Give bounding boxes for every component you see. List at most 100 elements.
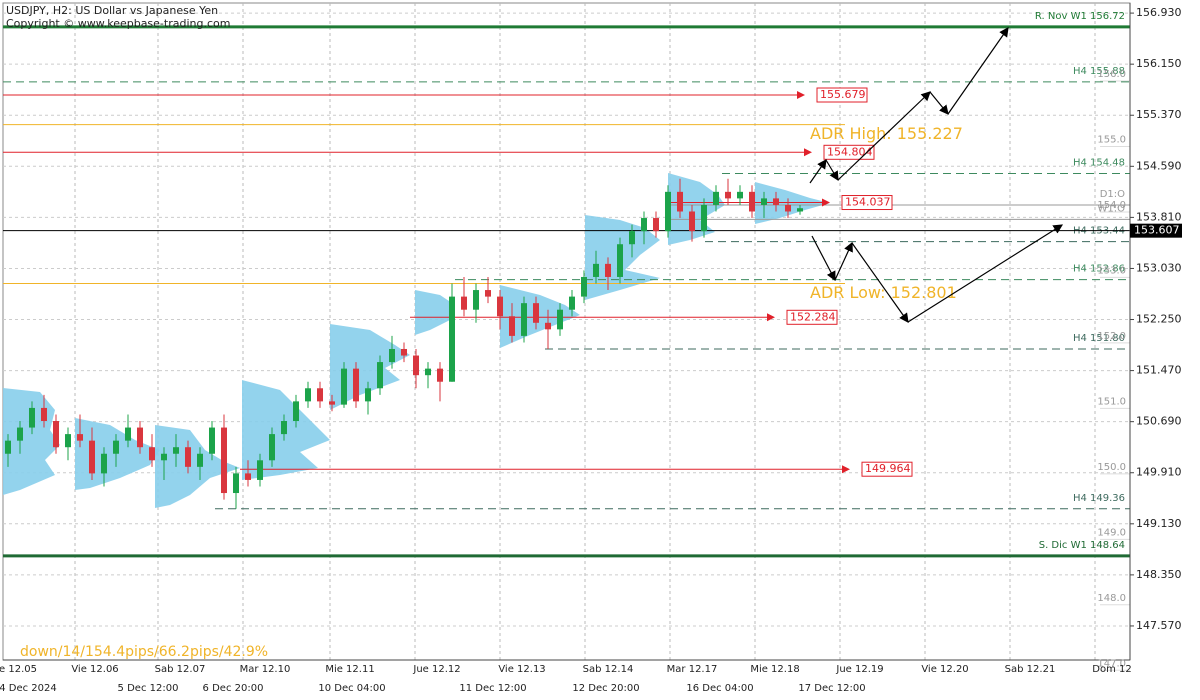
level-label: H4 152.86	[1073, 264, 1125, 275]
y-tick-label: 151.470	[1136, 364, 1182, 377]
candle-body	[281, 421, 287, 435]
candle-body	[137, 427, 143, 448]
x-date-label: 17 Dec 12:00	[798, 683, 865, 694]
last-price-label: 153.607	[1134, 224, 1180, 237]
candles	[5, 178, 803, 509]
candle-body	[317, 388, 323, 402]
x-tick-label: Dom 12	[1092, 664, 1131, 675]
volume-profiles	[3, 173, 830, 508]
projection-arrow	[929, 91, 949, 115]
volume-profile	[668, 173, 725, 245]
candle-body	[365, 388, 371, 402]
target-box	[816, 87, 868, 103]
candle-body	[545, 322, 551, 330]
x-date-label: 5 Dec 12:00	[118, 683, 179, 694]
volume-profile	[500, 285, 580, 348]
x-tick-label: Vie 12.13	[498, 664, 545, 675]
candle-body	[5, 440, 11, 454]
target-label: 152.284	[790, 310, 836, 323]
x-tick-label: Jue 12.19	[835, 664, 883, 675]
candle-body	[401, 348, 407, 356]
projection-arrow	[851, 242, 909, 323]
candle-body	[485, 290, 491, 297]
copyright: Copyright © www.keepbase-trading.com	[6, 17, 230, 30]
y-tick-label: 153.810	[1136, 210, 1182, 223]
x-tick-label: Sab 12.14	[583, 664, 634, 675]
candle-body	[209, 427, 215, 454]
level-label: H4 151.80	[1073, 333, 1125, 344]
candle-body	[653, 218, 659, 232]
round-level-label: 148.0	[1097, 593, 1126, 604]
candle-body	[593, 263, 599, 277]
x-tick-label: Mar 12.10	[240, 664, 291, 675]
projection-arrow	[809, 159, 827, 184]
y-tick-label: 154.590	[1136, 159, 1182, 172]
candle-body	[173, 447, 179, 454]
candle-body	[233, 473, 239, 494]
x-tick-label: Vie 12.20	[921, 664, 968, 675]
candle-body	[737, 191, 743, 199]
x-date-label: 12 Dec 20:00	[572, 683, 639, 694]
projection-arrow	[825, 159, 839, 182]
candle-body	[497, 296, 503, 317]
candle-body	[749, 191, 755, 212]
candle-body	[221, 427, 227, 494]
candle-body	[413, 355, 419, 376]
candle-body	[605, 263, 611, 277]
x-tick-label: Mar 12.17	[667, 664, 718, 675]
projection-arrow	[947, 27, 1009, 115]
candle-body	[329, 401, 335, 405]
candle-body	[677, 191, 683, 212]
candle-body	[797, 208, 803, 212]
target-label: 149.964	[865, 462, 911, 475]
x-tick-label: Vie 12.06	[71, 664, 118, 675]
y-tick-label: 150.690	[1136, 415, 1182, 428]
candle-body	[761, 198, 767, 205]
y-tick-label: 147.570	[1136, 619, 1182, 632]
candle-body	[437, 368, 443, 382]
candle-body	[353, 368, 359, 402]
candle-body	[41, 407, 47, 422]
level-label: D1:O	[1100, 189, 1125, 200]
x-tick-label: Mie 12.11	[325, 664, 374, 675]
target-arrowhead	[797, 91, 805, 100]
target-box	[841, 195, 893, 211]
candle-body	[509, 316, 515, 336]
target-box	[823, 144, 875, 160]
candle-body	[473, 290, 479, 310]
candle-body	[725, 191, 731, 199]
round-level-label: 156.0	[1097, 69, 1126, 80]
candle-body	[269, 434, 275, 461]
level-label: R. Nov W1 156.72	[1035, 11, 1125, 22]
adr-label: ADR Low: 152.801	[810, 283, 957, 302]
round-level-label: 152.0	[1097, 331, 1126, 342]
candle-body	[125, 427, 131, 441]
y-tick-label: 156.150	[1136, 57, 1182, 70]
round-level-label: 153.0	[1097, 265, 1126, 276]
projection-arrow	[811, 235, 836, 282]
candle-body	[377, 362, 383, 389]
candle-body	[197, 453, 203, 467]
candle-body	[113, 440, 119, 454]
chart-title: USDJPY, H2: US Dollar vs Japanese Yen	[6, 4, 218, 17]
candle-body	[101, 453, 107, 474]
y-tick-label: 156.930	[1136, 6, 1182, 19]
x-tick-label: Mie 12.18	[750, 664, 799, 675]
target-arrowhead	[804, 148, 812, 157]
candle-body	[773, 198, 779, 205]
level-label: H4 154.48	[1073, 158, 1125, 169]
x-date-label: 11 Dec 12:00	[459, 683, 526, 694]
x-tick-label: Sab 12.21	[1005, 664, 1056, 675]
candle-body	[785, 204, 791, 212]
candle-body	[533, 303, 539, 323]
candle-body	[521, 303, 527, 336]
candle-body	[461, 296, 467, 310]
last-price-box	[1130, 223, 1182, 238]
candle-body	[341, 368, 347, 405]
projection-arrow	[837, 91, 931, 181]
candle-body	[149, 447, 155, 461]
x-tick-label: Jue 12.12	[412, 664, 460, 675]
x-tick-label: e 12.05	[0, 664, 37, 675]
